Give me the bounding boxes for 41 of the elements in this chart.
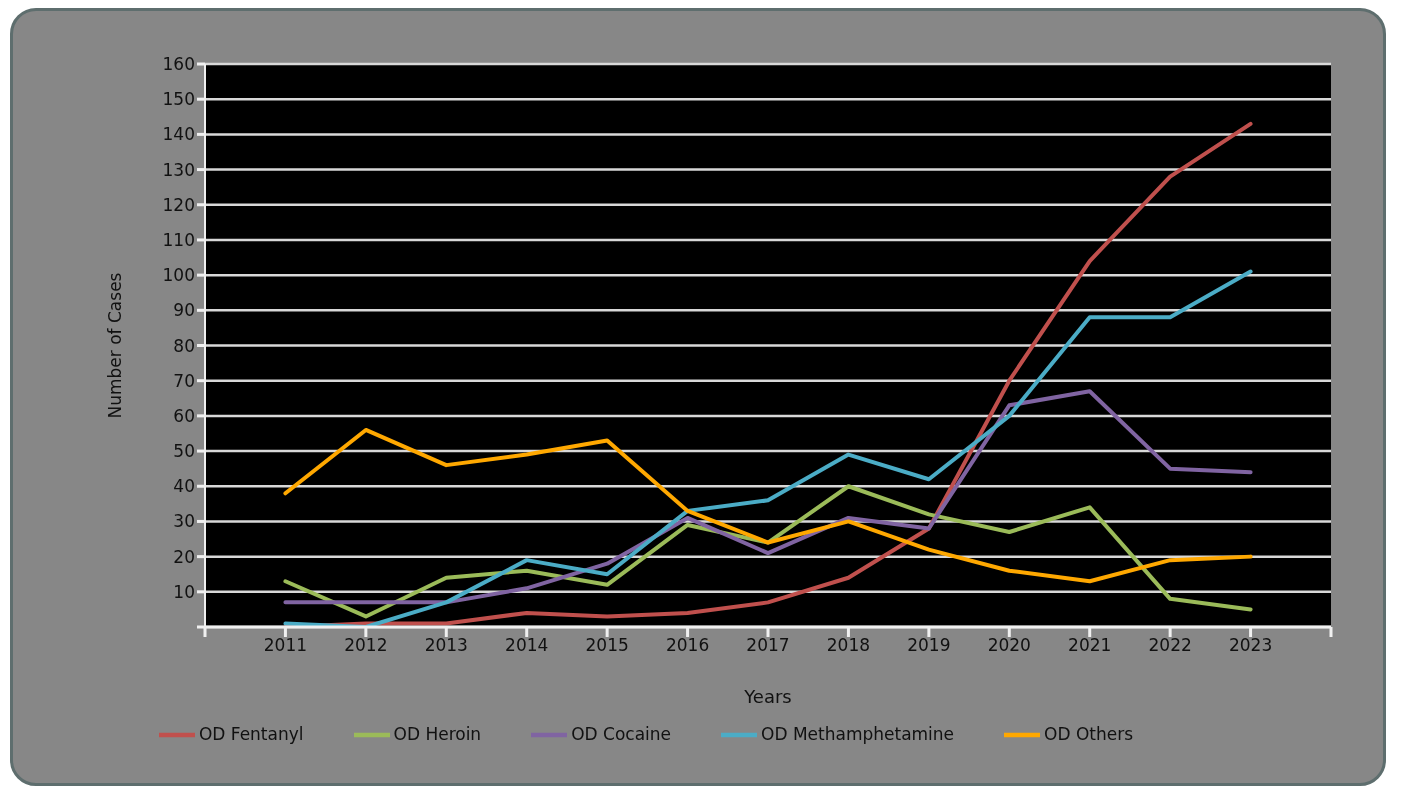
x-tick-label: 2012 bbox=[344, 635, 388, 656]
x-tick-label: 2016 bbox=[665, 635, 710, 656]
y-tick-label: 30 bbox=[173, 511, 195, 532]
line-series bbox=[283, 427, 1253, 584]
x-tick-label: 2011 bbox=[263, 635, 308, 656]
y-axis-title: Number of Cases bbox=[105, 272, 126, 419]
legend-label: OD Fentanyl bbox=[198, 724, 304, 744]
y-tick-label: 70 bbox=[173, 370, 195, 391]
y-tick-label: 130 bbox=[162, 159, 195, 180]
x-tick-label: 2013 bbox=[424, 635, 468, 656]
y-tick-label: 150 bbox=[162, 89, 195, 110]
x-tick-label: 2023 bbox=[1228, 635, 1273, 656]
x-tick-label: 2017 bbox=[746, 635, 790, 656]
y-tick-label: 60 bbox=[173, 405, 195, 426]
y-tick-label: 160 bbox=[162, 54, 195, 75]
y-tick-label: 10 bbox=[173, 581, 195, 602]
x-axis-title: Years bbox=[743, 686, 792, 707]
x-tick-label: 2020 bbox=[987, 635, 1031, 656]
y-tick-label: 80 bbox=[173, 335, 195, 356]
x-tick-label: 2021 bbox=[1068, 635, 1112, 656]
x-tick-label: 2018 bbox=[826, 635, 871, 656]
y-tick-label: 50 bbox=[173, 441, 195, 462]
legend-label: OD Others bbox=[1044, 724, 1134, 744]
legend-label: OD Heroin bbox=[393, 724, 482, 744]
x-tick-label: 2014 bbox=[505, 635, 549, 656]
legend-label: OD Methamphetamine bbox=[761, 724, 955, 744]
line-series bbox=[283, 269, 1253, 627]
x-tick-label: 2022 bbox=[1148, 635, 1192, 656]
x-tick-label: 2019 bbox=[907, 635, 951, 656]
y-tick-label: 100 bbox=[162, 265, 195, 286]
x-tick-label: 2015 bbox=[585, 635, 629, 656]
legend-label: OD Cocaine bbox=[571, 724, 672, 744]
line-series bbox=[283, 484, 1253, 619]
y-tick-label: 40 bbox=[173, 476, 195, 497]
line-series bbox=[283, 121, 1253, 627]
y-tick-label: 90 bbox=[173, 300, 195, 321]
y-tick-label: 120 bbox=[162, 194, 195, 215]
y-tick-label: 140 bbox=[162, 124, 195, 145]
line-series bbox=[283, 389, 1253, 605]
y-tick-label: 20 bbox=[173, 546, 195, 567]
y-tick-label: 110 bbox=[162, 229, 195, 250]
